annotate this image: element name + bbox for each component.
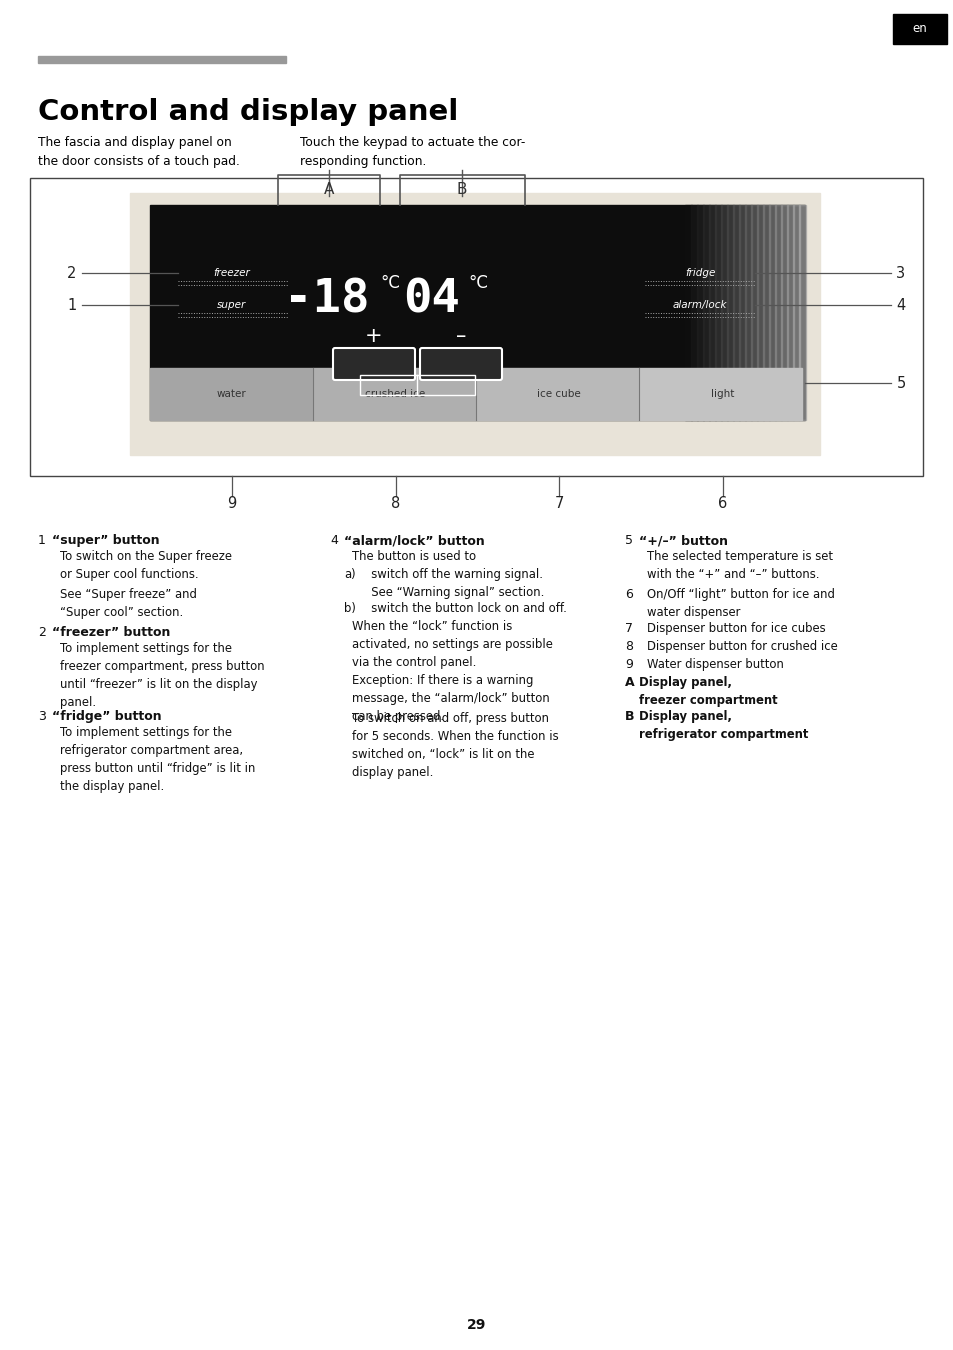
Bar — [30, 178, 923, 477]
Bar — [38, 55, 286, 63]
Bar — [774, 205, 781, 420]
Text: -18: -18 — [284, 278, 370, 323]
Bar — [739, 205, 745, 420]
Text: Dispenser button for crushed ice: Dispenser button for crushed ice — [646, 640, 837, 653]
Bar — [130, 193, 820, 455]
Bar — [708, 205, 716, 420]
Text: –: – — [456, 325, 466, 346]
Text: b): b) — [344, 602, 355, 616]
Text: “alarm/lock” button: “alarm/lock” button — [344, 535, 484, 547]
Text: 3: 3 — [896, 266, 904, 281]
Bar — [757, 205, 763, 420]
Bar — [892, 14, 946, 45]
Bar — [744, 205, 751, 420]
Text: On/Off “light” button for ice and
water dispenser: On/Off “light” button for ice and water … — [646, 589, 834, 620]
Text: To implement settings for the
freezer compartment, press button
until “freezer” : To implement settings for the freezer co… — [60, 643, 264, 709]
Text: +: + — [365, 325, 382, 346]
Text: 9: 9 — [227, 497, 236, 512]
Bar — [702, 205, 709, 420]
Text: A: A — [323, 182, 334, 197]
Text: switch off the warning signal.
   See “Warning signal” section.: switch off the warning signal. See “Warn… — [359, 568, 544, 599]
Text: When the “lock” function is
activated, no settings are possible
via the control : When the “lock” function is activated, n… — [352, 620, 553, 724]
Text: °C: °C — [379, 274, 399, 292]
Bar — [690, 205, 698, 420]
Text: See “Super freeze” and
“Super cool” section.: See “Super freeze” and “Super cool” sect… — [60, 589, 196, 620]
Text: To implement settings for the
refrigerator compartment area,
press button until : To implement settings for the refrigerat… — [60, 726, 255, 792]
Text: The button is used to: The button is used to — [352, 549, 476, 563]
Bar — [750, 205, 758, 420]
Text: crushed ice: crushed ice — [365, 389, 425, 400]
Text: The selected temperature is set
with the “+” and “–” buttons.: The selected temperature is set with the… — [646, 549, 832, 580]
Bar — [786, 205, 793, 420]
Bar — [781, 205, 787, 420]
Text: 2: 2 — [38, 626, 46, 639]
Bar — [359, 375, 475, 396]
Text: 1: 1 — [68, 297, 76, 312]
Text: 8: 8 — [624, 640, 633, 653]
Text: 2: 2 — [68, 266, 76, 281]
Bar — [684, 205, 691, 420]
Text: Water dispenser button: Water dispenser button — [646, 657, 783, 671]
Text: 7: 7 — [624, 622, 633, 634]
Text: Display panel,
refrigerator compartment: Display panel, refrigerator compartment — [639, 710, 807, 741]
Bar — [639, 369, 801, 420]
Text: 6: 6 — [624, 589, 632, 601]
Text: 7: 7 — [554, 497, 563, 512]
Text: B: B — [624, 710, 634, 724]
Text: a): a) — [344, 568, 355, 580]
Text: 6: 6 — [718, 497, 727, 512]
Text: “super” button: “super” button — [52, 535, 159, 547]
Text: freezer: freezer — [213, 269, 250, 278]
Text: super: super — [217, 300, 247, 310]
Text: 5: 5 — [624, 535, 633, 547]
Bar — [476, 369, 639, 420]
Bar — [768, 205, 775, 420]
Text: fridge: fridge — [684, 269, 715, 278]
Text: B: B — [456, 182, 467, 197]
Text: “freezer” button: “freezer” button — [52, 626, 171, 639]
Bar — [762, 205, 769, 420]
Text: 4: 4 — [330, 535, 337, 547]
Bar — [150, 369, 313, 420]
Bar — [726, 205, 733, 420]
Text: Touch the keypad to actuate the cor-
responding function.: Touch the keypad to actuate the cor- res… — [299, 136, 525, 167]
Bar — [150, 205, 804, 420]
Bar — [697, 205, 703, 420]
Text: To switch on and off, press button
for 5 seconds. When the function is
switched : To switch on and off, press button for 5… — [352, 711, 558, 779]
Bar — [799, 205, 805, 420]
Text: water: water — [216, 389, 247, 400]
Text: “+/–” button: “+/–” button — [639, 535, 727, 547]
Text: Control and display panel: Control and display panel — [38, 99, 457, 126]
Text: 04: 04 — [402, 278, 459, 323]
Text: alarm/lock: alarm/lock — [672, 300, 726, 310]
Text: 29: 29 — [467, 1318, 486, 1332]
Text: switch the button lock on and off.: switch the button lock on and off. — [359, 602, 566, 616]
FancyBboxPatch shape — [333, 348, 415, 379]
Text: The fascia and display panel on
the door consists of a touch pad.: The fascia and display panel on the door… — [38, 136, 239, 167]
Text: 3: 3 — [38, 710, 46, 724]
Bar — [714, 205, 721, 420]
Text: °C: °C — [468, 274, 487, 292]
Text: 4: 4 — [896, 297, 904, 312]
Text: 5: 5 — [896, 375, 904, 390]
Text: To switch on the Super freeze
or Super cool functions.: To switch on the Super freeze or Super c… — [60, 549, 232, 580]
Text: A: A — [624, 676, 634, 688]
Bar — [792, 205, 800, 420]
Text: Dispenser button for ice cubes: Dispenser button for ice cubes — [646, 622, 824, 634]
Text: “fridge” button: “fridge” button — [52, 710, 161, 724]
Bar — [313, 369, 476, 420]
Bar — [720, 205, 727, 420]
Text: ice cube: ice cube — [537, 389, 580, 400]
Bar — [732, 205, 740, 420]
Text: Display panel,
freezer compartment: Display panel, freezer compartment — [639, 676, 777, 707]
FancyBboxPatch shape — [419, 348, 501, 379]
Text: 8: 8 — [391, 497, 400, 512]
Text: en: en — [912, 23, 926, 35]
Text: 9: 9 — [624, 657, 632, 671]
Text: light: light — [711, 389, 734, 400]
Text: 1: 1 — [38, 535, 46, 547]
